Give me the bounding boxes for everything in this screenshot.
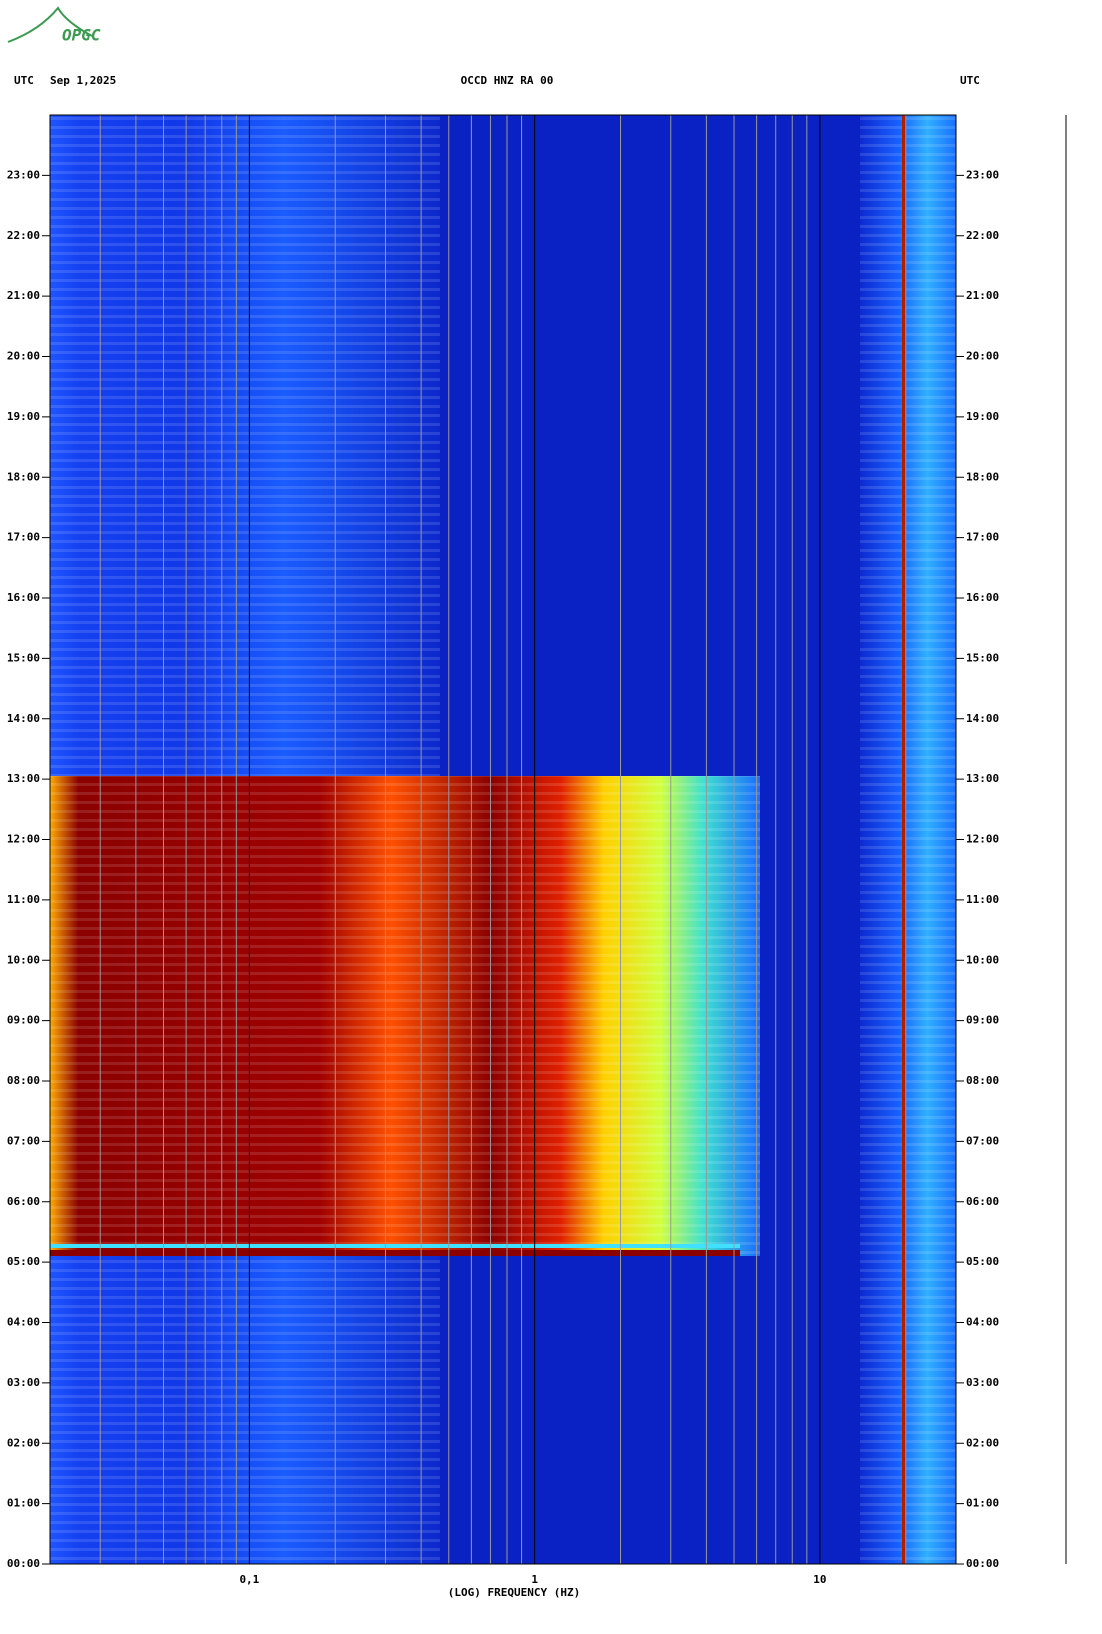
y-tick-label-right: 23:00 [966,168,999,181]
y-tick-label: 10:00 [7,953,40,966]
y-tick-label: 11:00 [7,893,40,906]
y-tick-label: 08:00 [7,1074,40,1087]
y-tick-label-right: 10:00 [966,953,999,966]
y-tick-label: 05:00 [7,1255,40,1268]
y-tick-label-right: 00:00 [966,1557,999,1570]
y-tick-label-right: 20:00 [966,350,999,363]
y-tick-label: 00:00 [7,1557,40,1570]
event-edge [50,1250,740,1256]
event-edge [50,1244,740,1248]
x-tick-label: 1 [531,1573,538,1586]
y-tick-label: 03:00 [7,1376,40,1389]
y-tick-label: 13:00 [7,772,40,785]
y-tick-label: 23:00 [7,168,40,181]
y-tick-label: 16:00 [7,591,40,604]
y-tick-label: 14:00 [7,712,40,725]
plot-frame [49,114,957,1565]
y-tick-label-right: 21:00 [966,289,999,302]
y-tick-label-right: 15:00 [966,651,999,664]
y-tick-label-right: 16:00 [966,591,999,604]
y-tick-label-right: 04:00 [966,1316,999,1329]
y-tick-label: 15:00 [7,651,40,664]
y-tick-label: 22:00 [7,229,40,242]
y-tick-label-right: 06:00 [966,1195,999,1208]
y-tick-label-right: 11:00 [966,893,999,906]
y-tick-label: 19:00 [7,410,40,423]
logo: OPGC [62,26,101,45]
y-tick-label-right: 01:00 [966,1497,999,1510]
y-tick-label-right: 18:00 [966,470,999,483]
chart-title: OCCD HNZ RA 00 [461,74,554,87]
y-tick-label-right: 07:00 [966,1134,999,1147]
x-tick-label: 10 [813,1573,826,1586]
y-tick-label: 17:00 [7,531,40,544]
event-texture [50,776,760,1256]
y-tick-label: 06:00 [7,1195,40,1208]
y-tick-label: 21:00 [7,289,40,302]
y-tick-label-right: 02:00 [966,1436,999,1449]
right-label: UTC [960,74,980,87]
logo-swoosh [7,6,93,43]
y-tick-label: 18:00 [7,470,40,483]
high-band-texture [860,115,956,1564]
y-tick-label: 12:00 [7,833,40,846]
y-tick-label-right: 05:00 [966,1255,999,1268]
y-tick-label: 20:00 [7,350,40,363]
spectrogram [50,115,956,1564]
date: Sep 1,2025 [50,74,116,87]
y-tick-label: 04:00 [7,1316,40,1329]
y-tick-label-right: 14:00 [966,712,999,725]
x-axis-label: (LOG) FREQUENCY (HZ) [448,1586,580,1599]
y-tick-label: 09:00 [7,1014,40,1027]
y-tick-label-right: 09:00 [966,1014,999,1027]
y-tick-label-right: 08:00 [966,1074,999,1087]
y-tick-label-right: 12:00 [966,833,999,846]
y-tick-label-right: 19:00 [966,410,999,423]
y-tick-label: 02:00 [7,1436,40,1449]
y-tick-label: 01:00 [7,1497,40,1510]
y-tick-label: 07:00 [7,1134,40,1147]
y-tick-label-right: 22:00 [966,229,999,242]
y-tick-label-right: 03:00 [966,1376,999,1389]
spectral-line [902,115,906,1564]
left-label: UTC [14,74,34,87]
x-tick-label: 0,1 [239,1573,259,1586]
y-tick-label-right: 13:00 [966,772,999,785]
y-tick-label-right: 17:00 [966,531,999,544]
